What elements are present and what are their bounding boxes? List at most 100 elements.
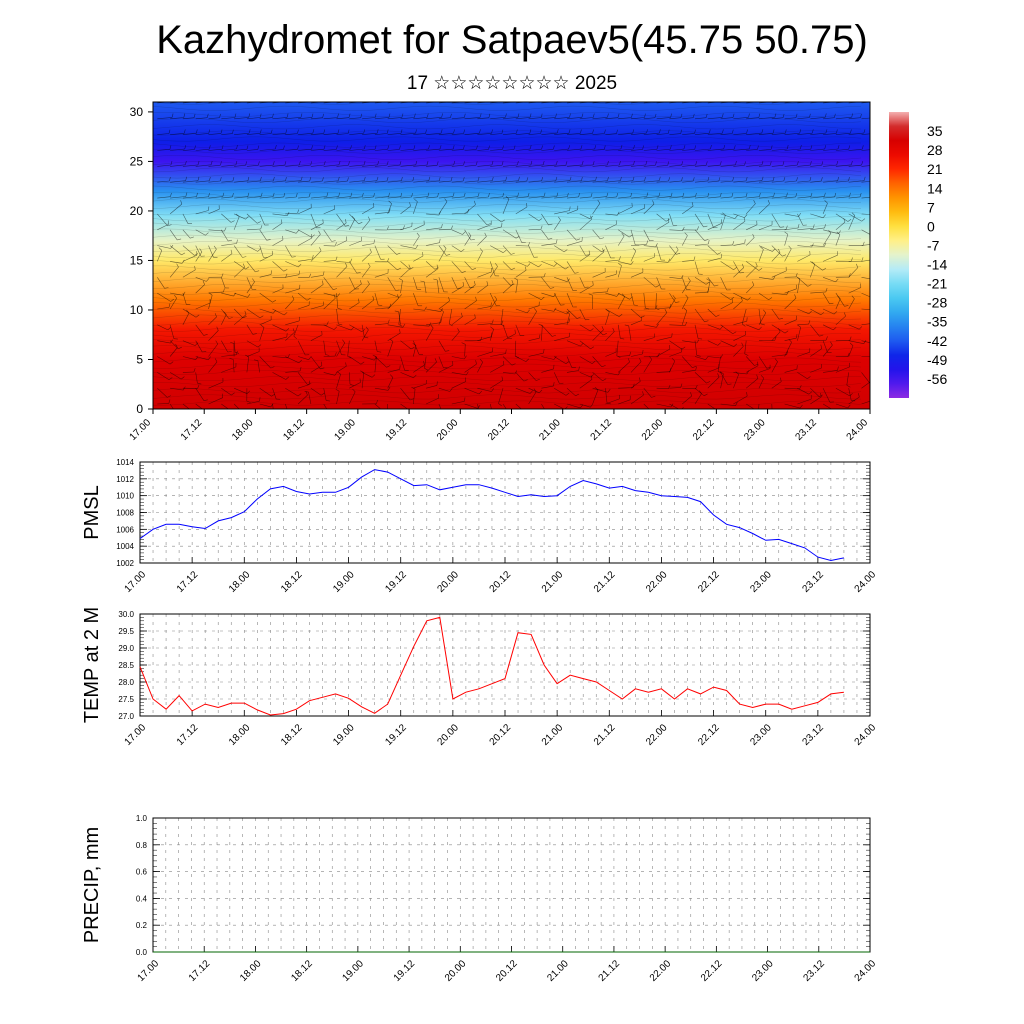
wind-barb — [425, 361, 437, 373]
contour-line — [153, 142, 862, 148]
wind-barb — [438, 340, 446, 352]
wind-barb-feather — [474, 314, 476, 319]
wind-barb — [246, 164, 259, 167]
wind-barb-feather — [304, 391, 309, 393]
wind-barb — [272, 164, 285, 167]
wind-barb — [208, 291, 224, 294]
wind-barb-feather — [774, 358, 778, 362]
wind-barb — [361, 219, 371, 230]
wind-barb-feather — [213, 245, 217, 250]
wind-barb — [605, 164, 620, 167]
wind-barb-feather — [517, 161, 519, 165]
wind-barb — [592, 389, 599, 405]
wind-barb — [426, 117, 442, 120]
wind-barb — [592, 291, 608, 294]
wind-barb — [515, 372, 525, 382]
wind-barb — [387, 133, 402, 135]
wind-barb-feather — [797, 324, 801, 328]
wind-barb-feather — [252, 333, 257, 335]
wind-barb-feather — [694, 145, 696, 150]
wind-barb-feather — [767, 199, 770, 204]
wind-barb — [285, 213, 298, 215]
wind-barb-feather — [230, 341, 235, 344]
wind-barb — [861, 149, 870, 151]
wind-barb-feather — [347, 356, 352, 359]
wind-barb — [746, 149, 758, 151]
wind-barb-feather — [275, 145, 277, 150]
y-tick-label: 1004 — [116, 542, 134, 551]
wind-barb-feather — [333, 288, 338, 290]
wind-barb — [426, 385, 437, 389]
wind-barb — [771, 148, 788, 151]
wind-barb — [515, 308, 528, 314]
wind-barb — [784, 387, 800, 390]
wind-barb — [490, 133, 502, 135]
wind-barb — [541, 243, 557, 246]
wind-barb-feather — [672, 295, 676, 299]
wind-barb-feather — [748, 113, 750, 118]
wind-barb-feather — [423, 360, 425, 366]
wind-barb — [502, 333, 516, 341]
wind-barb-feather — [310, 161, 312, 166]
wind-barb — [336, 366, 347, 373]
wind-barb-feather — [345, 262, 348, 267]
wind-barb-feather — [607, 160, 609, 165]
wind-barb-feather — [197, 384, 200, 389]
wind-barb — [490, 196, 503, 199]
wind-barb-feather — [441, 113, 443, 118]
wind-barb — [323, 196, 339, 199]
wind-barb — [349, 164, 365, 167]
wind-barb — [784, 368, 797, 373]
wind-barb-feather — [373, 193, 375, 197]
wind-barb-feather — [684, 321, 688, 326]
wind-barb-feather — [287, 354, 290, 358]
wind-barb — [451, 372, 467, 376]
wind-barb-feather — [220, 161, 222, 166]
wind-barb — [413, 383, 427, 389]
wind-barb-feather — [731, 193, 734, 197]
wind-barb — [464, 204, 476, 215]
wind-barb-feather — [632, 247, 637, 252]
wind-barb-feather — [245, 161, 247, 166]
wind-barb — [656, 387, 669, 389]
wind-barb-feather — [607, 176, 609, 181]
wind-barb — [464, 318, 476, 326]
wind-barb — [541, 117, 556, 120]
wind-barb — [554, 148, 569, 151]
wind-barb-feather — [347, 129, 350, 134]
wind-barb-feather — [500, 323, 505, 327]
wind-barb — [656, 261, 669, 263]
wind-barb — [605, 331, 615, 341]
wind-barb-feather — [799, 129, 802, 134]
wind-barb-feather — [298, 263, 302, 268]
wind-barb — [438, 356, 444, 368]
wind-barb — [605, 259, 620, 262]
wind-barb-feather — [416, 232, 420, 237]
wind-barb-feather — [174, 294, 177, 299]
wind-barb-feather — [744, 353, 749, 356]
wind-barb — [298, 356, 309, 360]
wind-barb — [618, 180, 634, 183]
wind-barb — [349, 180, 365, 183]
contour-line — [153, 283, 862, 289]
wind-barb — [170, 133, 185, 135]
wind-barb — [221, 213, 232, 223]
wind-barb-feather — [430, 324, 434, 329]
wind-barb — [400, 261, 410, 270]
wind-barb — [246, 277, 253, 290]
wind-barb — [605, 213, 618, 216]
wind-barb — [733, 242, 745, 246]
wind-barb — [682, 149, 695, 151]
wind-barb-feather — [292, 328, 295, 333]
wind-barb-feather — [297, 393, 302, 397]
wind-barb-feather — [642, 391, 644, 396]
wind-barb — [810, 245, 825, 247]
wind-barb — [797, 323, 809, 326]
wind-barb-feather — [707, 177, 710, 181]
wind-barb-feather — [858, 326, 863, 330]
wind-barb — [771, 354, 787, 357]
wind-barb — [554, 387, 567, 396]
wind-barb-feather — [539, 334, 541, 339]
wind-barb — [797, 148, 811, 151]
wind-barb — [157, 196, 171, 199]
